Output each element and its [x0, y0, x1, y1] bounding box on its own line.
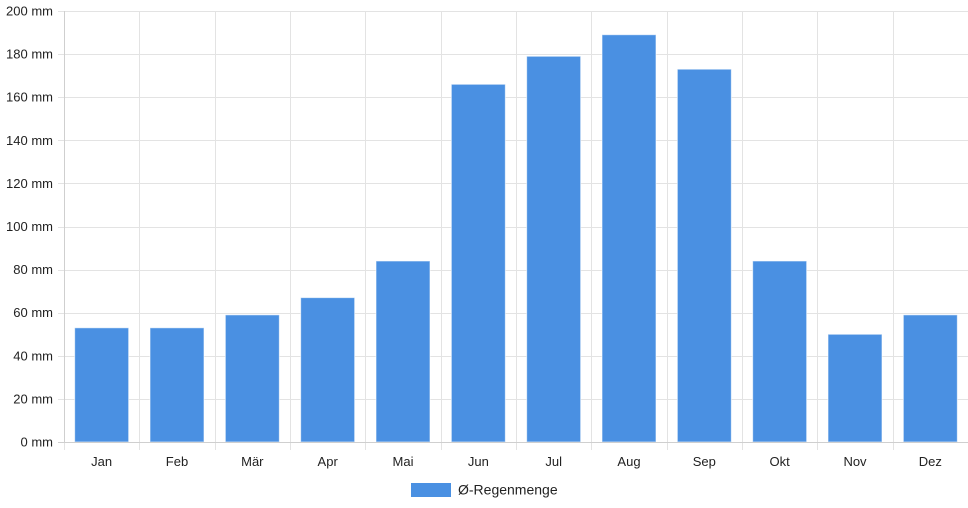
bar-dez[interactable]	[902, 314, 958, 443]
bar-nov[interactable]	[827, 333, 883, 443]
bar-sep[interactable]	[676, 68, 732, 443]
y-tick-label: 80 mm	[13, 262, 53, 277]
legend-swatch[interactable]	[411, 483, 451, 497]
bar-jul[interactable]	[526, 55, 582, 443]
x-tick-label: Sep	[693, 454, 716, 469]
y-tick-label: 140 mm	[6, 133, 53, 148]
x-tick-label: Mai	[393, 454, 414, 469]
axis-layer: 0 mm 20 mm 40 mm 60 mm 80 mm 100 mm 120 mm 140 …	[6, 4, 968, 469]
y-tick-label: 160 mm	[6, 90, 53, 105]
x-tick-label: Feb	[166, 454, 188, 469]
x-tick-label: Jan	[91, 454, 112, 469]
x-tick-label: Dez	[919, 454, 942, 469]
bar-okt[interactable]	[752, 260, 808, 443]
y-tick-label: 200 mm	[6, 4, 53, 19]
bar-feb[interactable]	[149, 327, 205, 443]
y-tick-label: 20 mm	[13, 391, 53, 406]
bar-apr[interactable]	[300, 297, 356, 443]
bar-jan[interactable]	[74, 327, 130, 443]
x-tick-label: Mär	[241, 454, 264, 469]
y-tick-label: 120 mm	[6, 176, 53, 191]
y-tick-label: 180 mm	[6, 47, 53, 62]
y-tick-label: 0 mm	[21, 435, 54, 450]
legend[interactable]: Ø-Regenmenge	[411, 482, 558, 498]
x-tick-label: Aug	[617, 454, 640, 469]
x-tick-label: Nov	[843, 454, 867, 469]
y-tick-label: 100 mm	[6, 219, 53, 234]
y-tick-label: 60 mm	[13, 305, 53, 320]
bar-jun[interactable]	[450, 83, 506, 443]
bar-aug[interactable]	[601, 34, 657, 443]
x-tick-label: Apr	[318, 454, 339, 469]
bar-mai[interactable]	[375, 260, 431, 443]
x-tick-label: Jun	[468, 454, 489, 469]
legend-label[interactable]: Ø-Regenmenge	[458, 482, 558, 498]
x-tick-label: Jul	[545, 454, 562, 469]
bar-layer	[74, 34, 958, 443]
bar-mär[interactable]	[224, 314, 280, 443]
x-tick-label: Okt	[770, 454, 791, 469]
y-tick-label: 40 mm	[13, 348, 53, 363]
